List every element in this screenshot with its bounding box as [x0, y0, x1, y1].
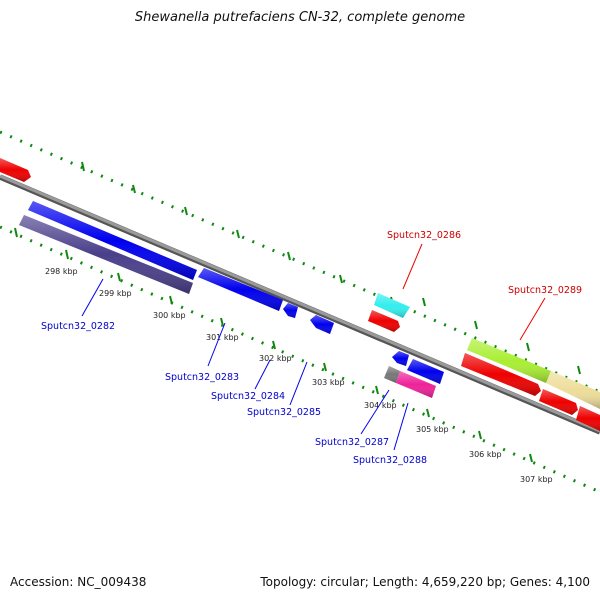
tick-label-307: 307 kbp	[520, 475, 553, 484]
leader-0282	[81, 278, 104, 317]
leader-0283	[207, 322, 226, 367]
gene-arrow-0289-red-a[interactable]	[461, 353, 541, 396]
leader-0286	[402, 243, 423, 290]
gene-label-0286[interactable]: Sputcn32_0286	[387, 230, 461, 241]
leader-0285	[289, 361, 308, 406]
genome-summary-text: Topology: circular; Length: 4,659,220 bp…	[260, 575, 590, 589]
outer-tick-ring	[0, 130, 600, 394]
inner-major-ticks	[14, 227, 533, 463]
gene-arrow-0286[interactable]	[374, 293, 410, 318]
tick-label-304: 304 kbp	[364, 401, 397, 410]
tick-label-302: 302 kbp	[259, 354, 292, 363]
leader-0287	[360, 389, 390, 435]
gene-arrow-0286-red[interactable]	[368, 310, 400, 332]
gene-arrow-0289-red-c[interactable]	[576, 406, 600, 431]
leader-0284	[254, 359, 271, 390]
gene-label-0287[interactable]: Sputcn32_0287	[315, 437, 389, 448]
gene-arrow-0289-green[interactable]	[467, 338, 551, 383]
gene-label-0284[interactable]: Sputcn32_0284	[211, 391, 285, 402]
gene-arrow-0287-small[interactable]	[392, 351, 409, 366]
accession-text: Accession: NC_009438	[10, 575, 147, 589]
genome-backbone	[0, 174, 600, 433]
outer-major-ticks	[81, 161, 581, 375]
tick-label-301: 301 kbp	[206, 333, 239, 342]
gene-bar-0282-slate[interactable]	[19, 215, 193, 294]
tick-label-305: 305 kbp	[416, 425, 449, 434]
gene-label-0288[interactable]: Sputcn32_0288	[353, 455, 427, 466]
gene-label-0283[interactable]: Sputcn32_0283	[165, 372, 239, 383]
gene-label-0282[interactable]: Sputcn32_0282	[41, 321, 115, 332]
tick-label-303: 303 kbp	[312, 378, 345, 387]
gene-label-0289[interactable]: Sputcn32_0289	[508, 285, 582, 296]
gene-arrow-0289-khaki[interactable]	[546, 371, 600, 409]
tick-label-298: 298 kbp	[45, 267, 78, 276]
gene-arrow-0284[interactable]	[283, 303, 298, 318]
gene-bar-0287-gray[interactable]	[384, 366, 400, 383]
gene-arrow-0283[interactable]	[198, 268, 283, 311]
gene-bar-0288-pink[interactable]	[396, 371, 436, 398]
label-leader-lines	[81, 243, 546, 451]
tick-label-299: 299 kbp	[99, 289, 132, 298]
leader-0289	[519, 297, 546, 341]
tick-label-306: 306 kbp	[469, 450, 502, 459]
map-title: Shewanella putrefaciens CN-32, complete …	[134, 10, 466, 25]
gene-label-0285[interactable]: Sputcn32_0285	[247, 407, 321, 418]
tick-label-300: 300 kbp	[153, 311, 186, 320]
gene-arrow-forward-left[interactable]	[0, 158, 31, 182]
gene-arrow-0282[interactable]	[28, 201, 197, 280]
gene-arrow-0289-red-b[interactable]	[539, 389, 578, 415]
gene-arrow-0287-blue[interactable]	[407, 359, 444, 384]
leader-0288	[393, 402, 409, 451]
gene-arrow-0285[interactable]	[310, 315, 334, 334]
